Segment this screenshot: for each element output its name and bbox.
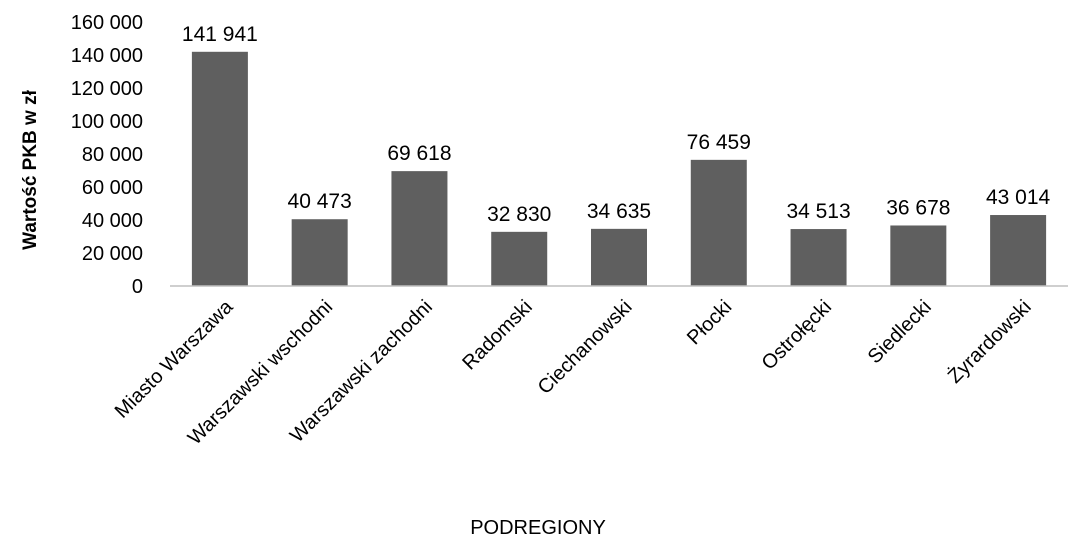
y-tick-label: 60 000 [82, 177, 143, 199]
bar [790, 229, 847, 286]
y-tick-label: 40 000 [82, 210, 143, 232]
y-tick-label: 120 000 [71, 78, 143, 100]
bar [391, 171, 448, 286]
y-tick-label: 100 000 [71, 111, 143, 133]
category-label: Radomski [458, 296, 536, 374]
data-label: 32 830 [487, 203, 551, 226]
bar [591, 228, 647, 286]
bar [990, 215, 1047, 286]
y-tick-label: 80 000 [82, 144, 143, 166]
bar [491, 231, 548, 286]
y-tick-label: 20 000 [82, 243, 143, 265]
data-label: 40 473 [288, 190, 352, 213]
data-label: 36 678 [886, 196, 950, 219]
bar [291, 219, 348, 286]
bar [890, 225, 947, 286]
y-tick-label: 140 000 [71, 45, 143, 67]
category-label: Siedlecki [864, 296, 936, 368]
category-label: Ciechanowski [534, 296, 637, 399]
bars-group [191, 51, 1047, 286]
data-label: 69 618 [387, 142, 451, 165]
data-labels-group: 141 941 40 473 69 618 32 830 34 635 76 459 34 … [182, 23, 1051, 226]
bar [690, 159, 747, 286]
y-axis-title: Wartość PKB w zł [20, 89, 41, 249]
data-label: 141 941 [182, 23, 258, 46]
y-tick-label: 0 [132, 276, 143, 298]
y-tick-label: 160 000 [71, 12, 143, 34]
data-label: 34 635 [587, 200, 651, 223]
category-label: Ostrołęcki [758, 296, 836, 374]
data-label: 34 513 [786, 200, 850, 223]
bar [191, 51, 248, 286]
category-label: Płocki [683, 296, 736, 349]
x-axis-title: PODREGIONY [470, 517, 606, 538]
data-label: 43 014 [986, 186, 1051, 209]
y-axis-ticks: 0 20 000 40 000 60 000 80 000 100 000 120 000 1… [71, 12, 143, 298]
category-label: Żyrardowski [943, 295, 1035, 387]
data-label: 76 459 [687, 131, 751, 154]
